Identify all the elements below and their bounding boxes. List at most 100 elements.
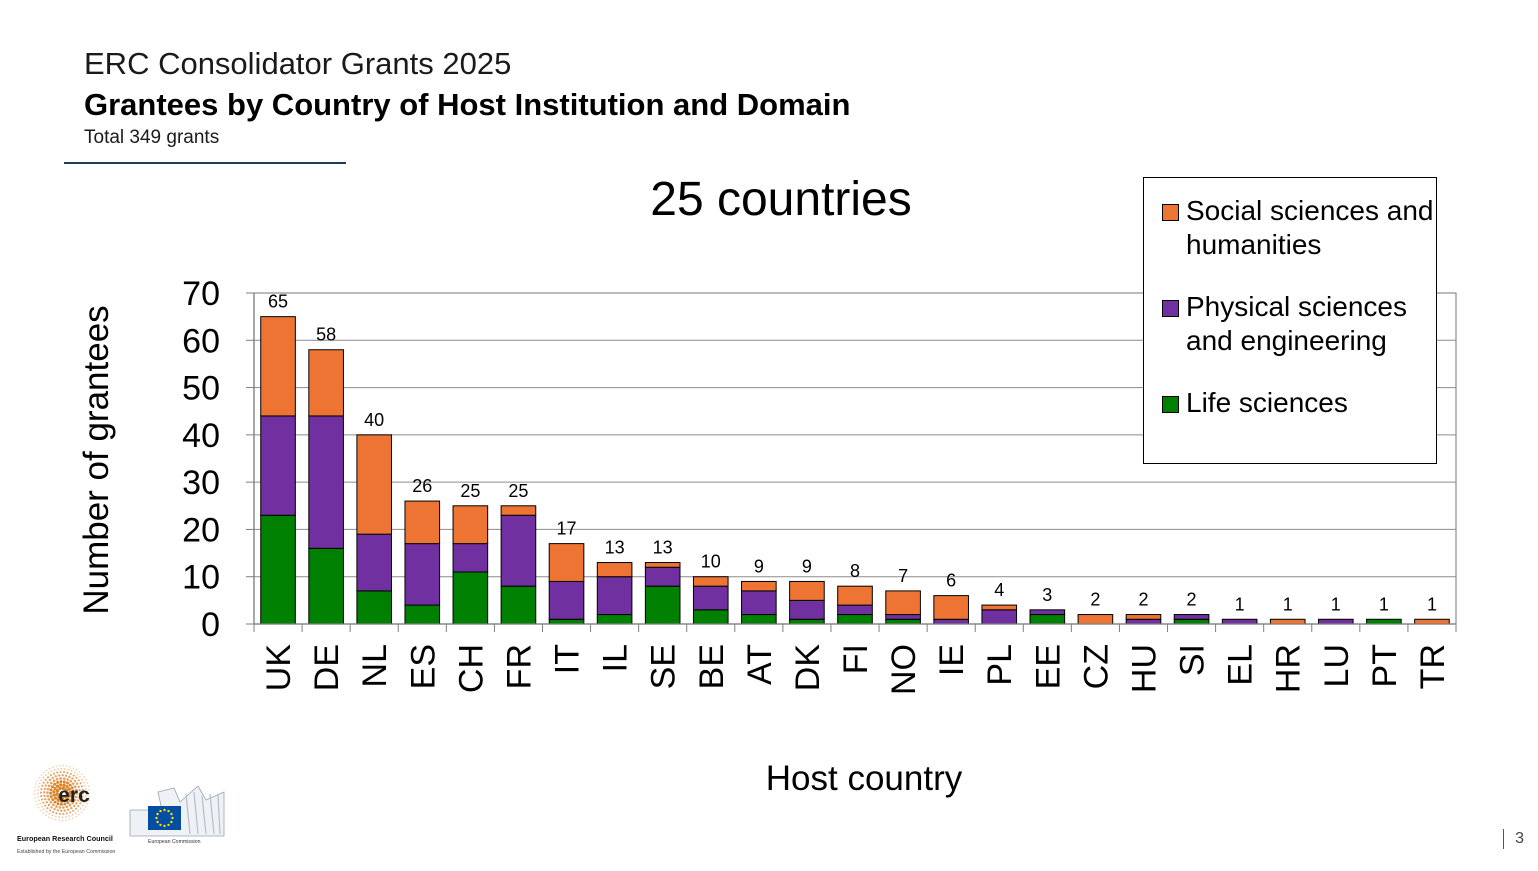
x-tick-label: IE — [933, 644, 971, 676]
data-label-total: 10 — [701, 552, 721, 572]
bar-segment-physical — [1221, 618, 1258, 625]
header-total: Total 349 grants — [84, 127, 220, 148]
legend-label-social: Social sciences and humanities — [1186, 195, 1434, 260]
x-tick-label: HU — [1125, 644, 1163, 693]
bar-segment-physical — [356, 533, 393, 592]
data-label-total: 17 — [557, 519, 577, 539]
x-tick-label: PT — [1366, 644, 1404, 687]
bar-segment-life — [741, 614, 777, 625]
bar-segment-social — [260, 316, 296, 417]
erc-tagline-text: Established by the European Commission — [17, 849, 115, 855]
legend-label-physical: Physical sciences and engineering — [1186, 291, 1407, 356]
bar-segment-life — [789, 618, 825, 625]
bar-segment-physical — [404, 543, 441, 606]
y-tick-label: 0 — [201, 606, 220, 644]
data-label-total: 3 — [1042, 585, 1052, 605]
y-tick-label: 70 — [182, 275, 220, 313]
bar-segment-life — [404, 604, 441, 625]
x-tick-label: NL — [356, 644, 394, 687]
bar-segment-social — [356, 434, 393, 535]
data-label-total: 6 — [946, 571, 956, 591]
x-tick-label: HR — [1270, 644, 1308, 693]
x-tick-label: SE — [645, 644, 683, 689]
eu-stars-icon — [155, 808, 174, 828]
bar-segment-social — [596, 562, 633, 578]
bar-segment-physical — [500, 514, 537, 587]
bar-segment-physical — [452, 543, 489, 573]
y-tick-label: 30 — [182, 464, 220, 502]
data-label-total: 9 — [802, 556, 812, 576]
chart-legend: Social sciences and humanities Physical … — [1143, 177, 1437, 464]
x-tick-label: FI — [837, 644, 875, 674]
legend-swatch-social — [1162, 204, 1179, 221]
bar-segment-physical — [933, 618, 969, 625]
x-tick-label: ES — [404, 644, 442, 689]
bar-segment-social — [452, 505, 489, 545]
axes: 0 10 20 30 40 50 60 70 UK DE NL ES CH FR IT IL SE BE AT DK F… — [182, 275, 1457, 695]
bar-segment-physical — [885, 614, 921, 620]
erc-logo: erc European Research Council Establishe… — [17, 764, 115, 855]
bar-segment-physical — [837, 604, 873, 616]
y-tick-label: 20 — [182, 511, 220, 549]
bar-segment-social — [1269, 618, 1306, 625]
data-label-total: 9 — [754, 556, 764, 576]
data-label-total: 65 — [268, 292, 288, 312]
bar-segment-physical — [741, 590, 777, 616]
bar-segment-physical — [789, 599, 825, 620]
bar-segment-social — [981, 604, 1018, 611]
bar-segment-social — [1125, 614, 1162, 620]
data-label-total: 1 — [1235, 594, 1245, 614]
data-label-total: 25 — [508, 481, 528, 501]
bar-segment-social — [1077, 614, 1114, 625]
x-tick-label: NO — [885, 644, 923, 695]
data-label-total: 25 — [460, 481, 480, 501]
data-label-total: 13 — [653, 538, 673, 558]
x-tick-label: EL — [1222, 644, 1260, 686]
bar-segment-life — [596, 614, 633, 625]
data-label-total: 8 — [850, 561, 860, 581]
bar-segment-social — [933, 595, 969, 620]
bar-segment-social — [741, 580, 777, 592]
x-axis-label: Host country — [766, 759, 963, 798]
bar-segment-life — [692, 609, 729, 625]
bar-segment-life — [260, 514, 296, 625]
legend-swatch-physical — [1162, 300, 1179, 317]
data-label-total: 13 — [605, 538, 625, 558]
x-tick-label: UK — [260, 644, 298, 692]
x-tick-label: PL — [981, 644, 1019, 686]
bar-segment-life — [1366, 618, 1402, 625]
page-number-divider — [1503, 829, 1504, 849]
data-label-total: 58 — [316, 325, 336, 345]
x-tick-label: LU — [1318, 644, 1356, 687]
bar-segment-physical — [644, 566, 681, 587]
page-number: 3 — [1515, 830, 1524, 847]
data-label-total: 4 — [994, 580, 1004, 600]
bar-segment-life — [1173, 618, 1210, 625]
data-label-total: 2 — [1138, 590, 1148, 610]
bar-segment-physical — [548, 580, 585, 620]
x-tick-label: SI — [1174, 644, 1212, 676]
erc-mark-text: erc — [58, 784, 90, 807]
x-tick-label: EE — [1029, 644, 1067, 689]
bar-segment-life — [308, 547, 344, 625]
bar-segment-life — [1029, 614, 1066, 625]
x-tick-label: CH — [452, 644, 490, 693]
data-label-total: 1 — [1379, 594, 1389, 614]
bar-segment-social — [1414, 618, 1450, 625]
x-tick-label: DK — [789, 644, 827, 692]
erc-name-text: European Research Council — [17, 834, 113, 843]
bar-segment-life — [500, 585, 537, 625]
ec-name-text: European Commission — [148, 839, 201, 845]
data-label-total: 1 — [1427, 594, 1437, 614]
data-label-total: 40 — [364, 410, 384, 430]
bar-segment-social — [692, 576, 729, 587]
bar-segment-social — [308, 349, 344, 417]
header-subtitle: Grantees by Country of Host Institution … — [84, 87, 851, 122]
x-tick-label: IT — [549, 644, 587, 674]
bar-segment-social — [404, 500, 441, 545]
y-tick-label: 10 — [182, 559, 220, 597]
legend-swatch-life — [1162, 396, 1179, 413]
x-tick-label: BE — [693, 644, 731, 689]
bar-segment-social — [837, 585, 873, 606]
